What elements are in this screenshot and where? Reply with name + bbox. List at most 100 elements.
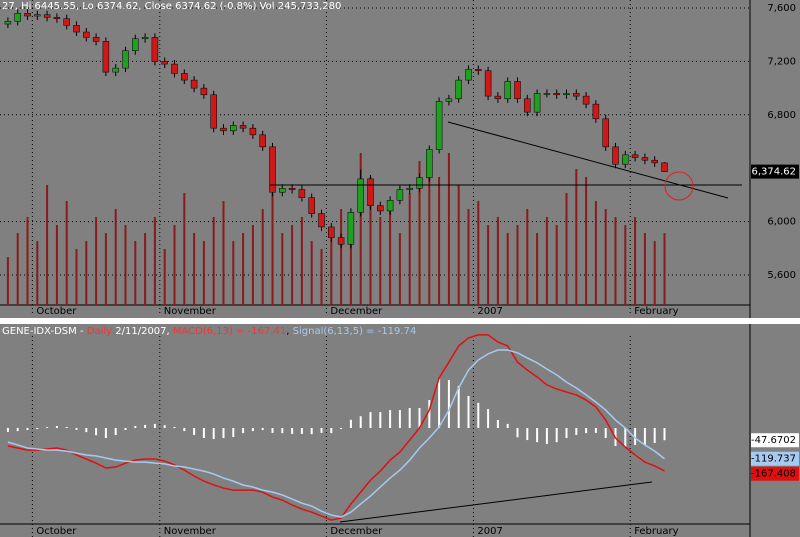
volume-bar — [653, 241, 656, 305]
candle-body — [592, 103, 600, 120]
candle-body — [230, 125, 237, 132]
candle-body — [524, 98, 531, 113]
macd-line — [7, 349, 665, 518]
x-tick-label: February — [634, 526, 678, 537]
volume-bar — [477, 201, 480, 305]
candle-body — [328, 226, 335, 238]
macd-line — [7, 334, 665, 521]
macd-value-label: -167.408 — [751, 469, 796, 480]
candle-body — [455, 79, 462, 100]
x-tick-label: February — [634, 306, 678, 317]
volume-bar — [300, 217, 303, 305]
candle-body — [553, 93, 560, 96]
volume-bar — [16, 233, 19, 305]
candle-body — [73, 25, 80, 33]
volume-bar — [447, 153, 450, 305]
candle-body — [612, 146, 619, 165]
volume-bar — [604, 209, 607, 305]
volume-bar — [85, 241, 88, 305]
candle-body — [416, 177, 423, 189]
y-tick-label: 6,800 — [767, 110, 796, 121]
divergence-line — [339, 481, 653, 523]
y-tick-label: 7,200 — [767, 56, 796, 67]
volume-bar — [134, 241, 137, 305]
candle-body — [318, 213, 325, 228]
volume-bar — [545, 217, 548, 305]
volume-bar — [320, 249, 323, 305]
candle-body — [367, 178, 374, 206]
volume-bar — [163, 249, 166, 305]
volume-bar — [222, 201, 225, 305]
candle-body — [92, 37, 100, 42]
volume-bar — [457, 185, 460, 305]
candle-body — [132, 38, 139, 51]
candle-body — [14, 13, 21, 22]
volume-bar — [536, 233, 539, 305]
candle-body — [288, 187, 296, 190]
volume-bar — [496, 217, 499, 305]
candle-body — [504, 81, 511, 100]
volume-bar — [153, 217, 156, 305]
signal-value-label-box — [751, 451, 799, 466]
volume-bar — [104, 233, 107, 305]
candle-body — [435, 101, 443, 150]
candle-body — [582, 95, 590, 105]
candle-body — [171, 63, 178, 74]
x-tick-label: October — [36, 526, 77, 537]
y-tick-label: 6,000 — [767, 217, 796, 228]
volume-bar — [65, 201, 68, 305]
volume-bar — [202, 241, 205, 305]
candle-body — [543, 93, 551, 95]
volume-bar — [281, 233, 284, 305]
x-tick-label: December — [330, 306, 383, 317]
volume-bar — [565, 193, 568, 305]
x-tick-label: 2007 — [477, 306, 502, 317]
volume-bar — [379, 217, 382, 305]
volume-bar — [575, 169, 578, 305]
candle-body — [200, 87, 208, 96]
candle-body — [220, 127, 227, 132]
volume-bar — [26, 217, 29, 305]
volume-bar — [408, 193, 411, 305]
volume-bar — [506, 233, 509, 305]
candle-body — [573, 93, 580, 97]
candle-body — [406, 187, 413, 190]
volume-bar — [193, 233, 196, 305]
candle-body — [141, 37, 149, 39]
volume-bar — [349, 225, 352, 305]
candle-body — [622, 154, 629, 165]
candle-body — [83, 31, 90, 38]
volume-bar — [55, 225, 58, 305]
volume-bar — [261, 209, 264, 305]
volume-bar — [340, 209, 343, 305]
y-tick-label: 7,600 — [767, 3, 796, 14]
signal-value-label: -119.737 — [751, 454, 796, 465]
last-price-label: 6,374.62 — [751, 167, 796, 178]
candle-body — [259, 134, 266, 148]
candle-body — [63, 18, 70, 26]
volume-bar — [251, 225, 254, 305]
macd-header: GENE-IDX-DSM - Daily 2/11/2007, MACD(6,1… — [2, 326, 416, 337]
volume-bar — [310, 241, 313, 305]
histogram-value-label-box — [751, 433, 799, 448]
candle-body — [151, 37, 159, 62]
volume-bar — [114, 209, 117, 305]
candle-body — [602, 118, 609, 148]
volume-bar — [526, 209, 529, 305]
volume-bar — [75, 249, 78, 305]
candle-body — [308, 197, 315, 214]
volume-bar — [663, 233, 666, 305]
candle-body — [239, 125, 247, 129]
volume-bar — [624, 225, 627, 305]
volume-bar — [614, 217, 617, 305]
date: 2/11/2007, — [115, 326, 169, 337]
candle-body — [386, 200, 394, 212]
volume-bar — [389, 209, 392, 305]
candle-body — [112, 67, 119, 73]
volume-bar — [95, 217, 98, 305]
candle-body — [43, 14, 51, 18]
interval: Daily — [87, 326, 112, 337]
volume-bar — [594, 201, 597, 305]
volume-bar — [516, 225, 519, 305]
x-tick-label: October — [36, 306, 77, 317]
